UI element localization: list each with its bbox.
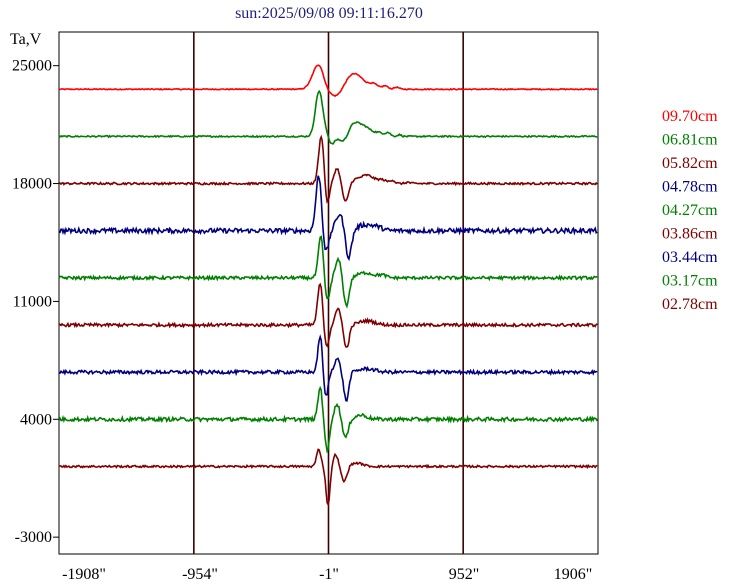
x-tick-label-4: 1906" (554, 566, 593, 583)
legend: 09.70cm 06.81cm 05.82cm 04.78cm 04.27cm 03.86… (662, 108, 718, 313)
series-line-6 (58, 334, 598, 402)
y-tick-label-0: 25000 (12, 58, 52, 75)
series-line-4 (58, 235, 598, 309)
legend-entry-6: 03.44cm (662, 249, 718, 266)
y-tick-label-1: 18000 (12, 176, 52, 193)
legend-entry-0: 09.70cm (662, 108, 718, 125)
series-line-3 (58, 175, 598, 262)
series-line-7 (58, 385, 598, 454)
x-tick-label-0: -1908" (62, 566, 106, 583)
legend-entry-3: 04.78cm (662, 179, 718, 196)
legend-entry-1: 06.81cm (662, 132, 718, 149)
x-axis-ticks: -1908" -954" -1" 952" 1906" (62, 566, 592, 583)
series-line-2 (58, 134, 598, 204)
series-line-0 (58, 64, 598, 98)
x-tick-label-2: -1" (319, 566, 339, 583)
y-tick-label-4: -3000 (15, 529, 52, 546)
series-lines (58, 64, 598, 507)
y-tick-label-3: 4000 (20, 411, 52, 428)
series-line-1 (58, 89, 598, 145)
chart-title: sun:2025/09/08 09:11:16.270 (235, 5, 423, 22)
x-tick-label-1: -954" (182, 566, 218, 583)
legend-entry-5: 03.86cm (662, 226, 718, 243)
y-tick-label-2: 11000 (13, 293, 52, 310)
vertical-lines (193, 32, 464, 554)
legend-entry-8: 02.78cm (662, 296, 718, 313)
series-line-5 (58, 282, 598, 348)
series-line-8 (59, 448, 598, 507)
x-tick-label-3: 952" (449, 566, 480, 583)
y-axis-label: Ta,V (10, 31, 42, 48)
legend-entry-2: 05.82cm (662, 155, 718, 172)
legend-entry-4: 04.27cm (662, 202, 718, 219)
legend-entry-7: 03.17cm (662, 273, 718, 290)
y-axis-ticks: 25000 18000 11000 4000 -3000 (12, 58, 59, 546)
